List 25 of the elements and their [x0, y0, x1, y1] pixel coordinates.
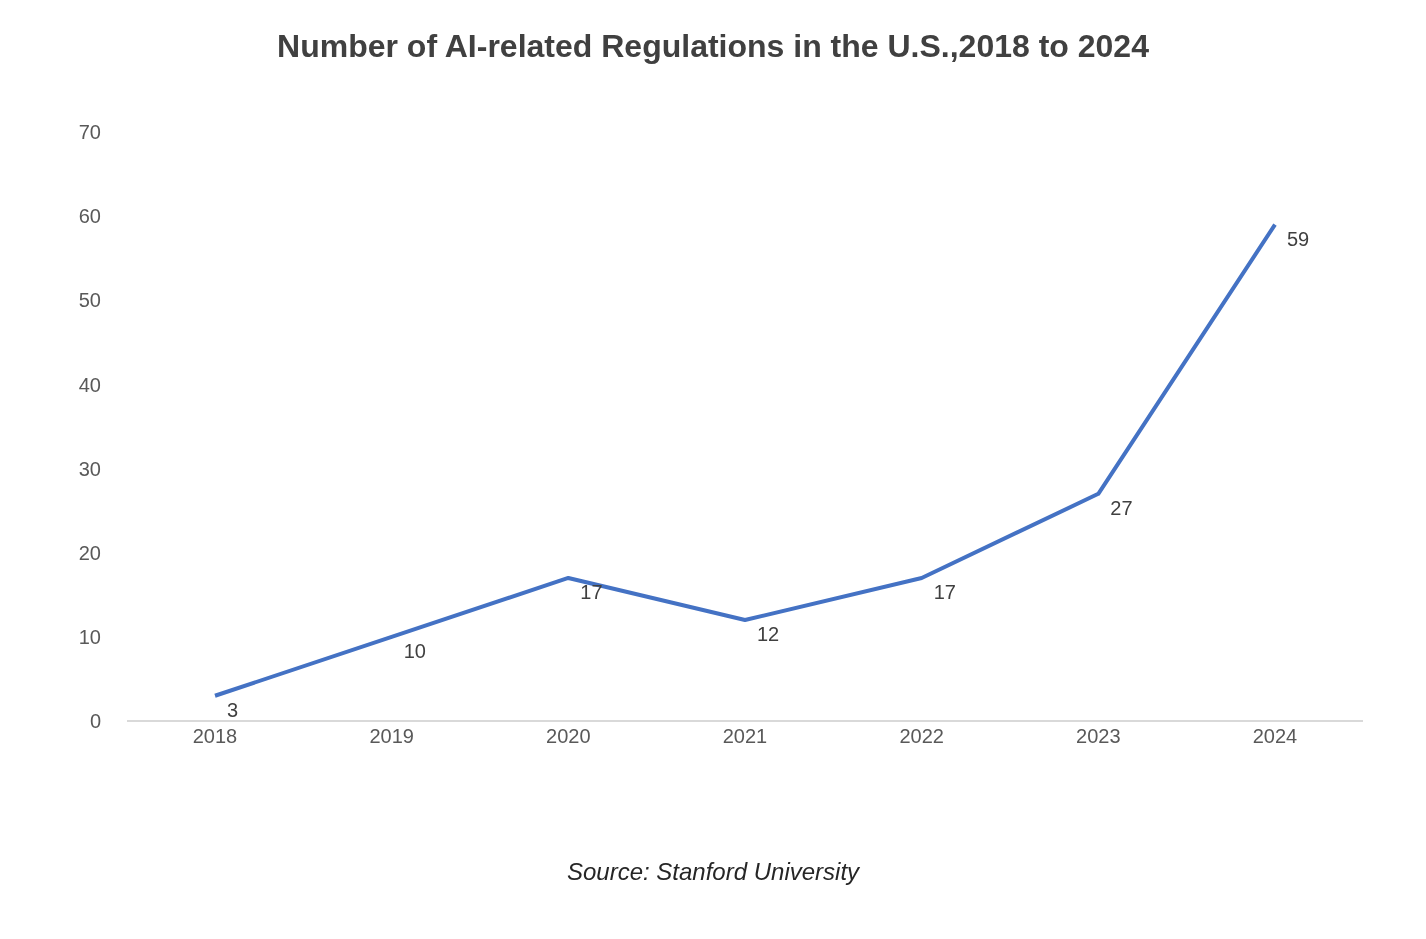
y-tick-label: 0 [89, 710, 101, 733]
x-tick-label: 2018 [192, 725, 238, 748]
y-tick-label: 30 [78, 457, 101, 480]
x-tick-label: 2021 [722, 725, 768, 748]
y-tick-label: 10 [78, 625, 101, 648]
data-label: 17 [933, 580, 956, 603]
y-tick-label: 60 [78, 205, 101, 228]
data-label: 27 [1110, 496, 1133, 519]
data-label: 17 [580, 580, 603, 603]
y-tick-label: 50 [78, 289, 101, 312]
y-tick-label: 40 [78, 373, 101, 396]
data-label: 59 [1287, 227, 1310, 250]
x-tick-label: 2019 [369, 725, 414, 748]
y-tick-label: 70 [78, 121, 101, 144]
y-tick-label: 20 [78, 541, 101, 564]
line-series [213, 222, 1277, 698]
x-tick-label: 2023 [1076, 725, 1121, 748]
data-label: 12 [757, 623, 780, 646]
x-tick-label: 2024 [1252, 725, 1298, 748]
x-tick-label: 2020 [546, 725, 591, 748]
chart-title: Number of AI-related Regulations in the U.S.,2018 to 2024 [276, 28, 1150, 65]
source-note: Source: Stanford University [565, 858, 861, 886]
x-tick-label: 2022 [899, 725, 944, 748]
data-label: 3 [227, 698, 239, 721]
data-label: 10 [403, 639, 426, 662]
